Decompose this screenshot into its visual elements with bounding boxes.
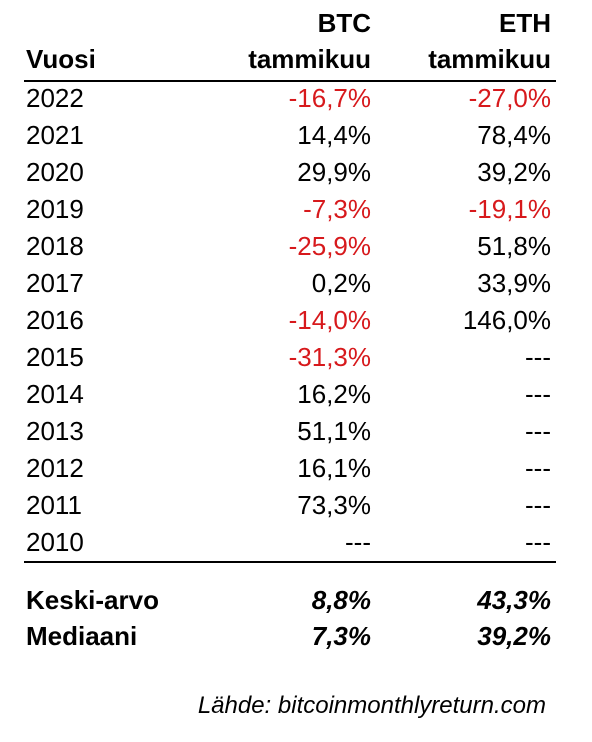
- year-cell: 2018: [26, 231, 84, 261]
- btc-cell: 16,2%: [297, 379, 371, 409]
- btc-cell: 51,1%: [297, 416, 371, 446]
- btc-cell: 14,4%: [297, 120, 371, 150]
- table-row: 2015 -31,3% ---: [0, 339, 592, 376]
- year-cell: 2013: [26, 416, 84, 446]
- table-row: 2013 51,1% ---: [0, 413, 592, 450]
- btc-cell: 73,3%: [297, 490, 371, 520]
- mean-eth: 43,3%: [477, 585, 551, 615]
- year-cell: 2021: [26, 120, 84, 150]
- btc-cell: ---: [345, 527, 371, 557]
- year-cell: 2015: [26, 342, 84, 372]
- btc-cell: 29,9%: [297, 157, 371, 187]
- table-row: 2011 73,3% ---: [0, 487, 592, 524]
- year-cell: 2010: [26, 527, 84, 557]
- eth-cell: ---: [525, 490, 551, 520]
- table-row: 2017 0,2% 33,9%: [0, 265, 592, 302]
- median-label: Mediaani: [26, 621, 138, 651]
- eth-cell: ---: [525, 342, 551, 372]
- eth-cell: ---: [525, 416, 551, 446]
- eth-cell: 51,8%: [477, 231, 551, 261]
- year-cell: 2020: [26, 157, 84, 187]
- eth-subheader: tammikuu: [428, 44, 551, 74]
- year-cell: 2011: [26, 490, 82, 520]
- btc-header: BTC: [317, 8, 371, 38]
- year-cell: 2012: [26, 453, 84, 483]
- eth-cell: ---: [525, 379, 551, 409]
- table-row: 2012 16,1% ---: [0, 450, 592, 487]
- btc-cell: -7,3%: [303, 194, 371, 224]
- btc-cell: -14,0%: [288, 305, 371, 335]
- btc-subheader: tammikuu: [248, 44, 371, 74]
- table-row: 2016 -14,0% 146,0%: [0, 302, 592, 339]
- mean-btc: 8,8%: [311, 585, 371, 615]
- eth-cell: 146,0%: [462, 305, 551, 335]
- table-row: 2021 14,4% 78,4%: [0, 117, 592, 154]
- median-btc: 7,3%: [311, 621, 371, 651]
- year-cell: 2014: [26, 379, 84, 409]
- btc-cell: 16,1%: [297, 453, 371, 483]
- table-row: 2014 16,2% ---: [0, 376, 592, 413]
- summary-divider: [24, 561, 556, 563]
- year-cell: 2017: [26, 268, 84, 298]
- eth-cell: -19,1%: [468, 194, 551, 224]
- table-row: 2018 -25,9% 51,8%: [0, 228, 592, 265]
- eth-cell: -27,0%: [468, 83, 551, 113]
- mean-row: Keski-arvo 8,8% 43,3%: [0, 582, 592, 618]
- table-row: 2019 -7,3% -19,1%: [0, 191, 592, 228]
- eth-cell: 33,9%: [477, 268, 551, 298]
- year-cell: 2016: [26, 305, 84, 335]
- eth-cell: 39,2%: [477, 157, 551, 187]
- table-header-top: BTC ETH: [0, 8, 592, 42]
- btc-cell: -25,9%: [288, 231, 371, 261]
- header-divider: [24, 80, 556, 82]
- year-cell: 2019: [26, 194, 84, 224]
- btc-cell: 0,2%: [311, 268, 371, 298]
- year-header: Vuosi: [26, 44, 96, 74]
- btc-cell: -31,3%: [288, 342, 371, 372]
- year-cell: 2022: [26, 83, 84, 113]
- eth-cell: ---: [525, 453, 551, 483]
- mean-label: Keski-arvo: [26, 585, 159, 615]
- table-header-bottom: Vuosi tammikuu tammikuu: [0, 44, 592, 78]
- eth-cell: 78,4%: [477, 120, 551, 150]
- source-note: Lähde: bitcoinmonthlyreturn.com: [197, 692, 546, 719]
- median-eth: 39,2%: [477, 621, 551, 651]
- btc-cell: -16,7%: [288, 83, 371, 113]
- median-row: Mediaani 7,3% 39,2%: [0, 618, 592, 654]
- eth-header: ETH: [499, 8, 551, 38]
- table-row: 2022 -16,7% -27,0%: [0, 80, 592, 117]
- eth-cell: ---: [525, 527, 551, 557]
- table-row: 2020 29,9% 39,2%: [0, 154, 592, 191]
- table-row: 2010 --- ---: [0, 524, 592, 561]
